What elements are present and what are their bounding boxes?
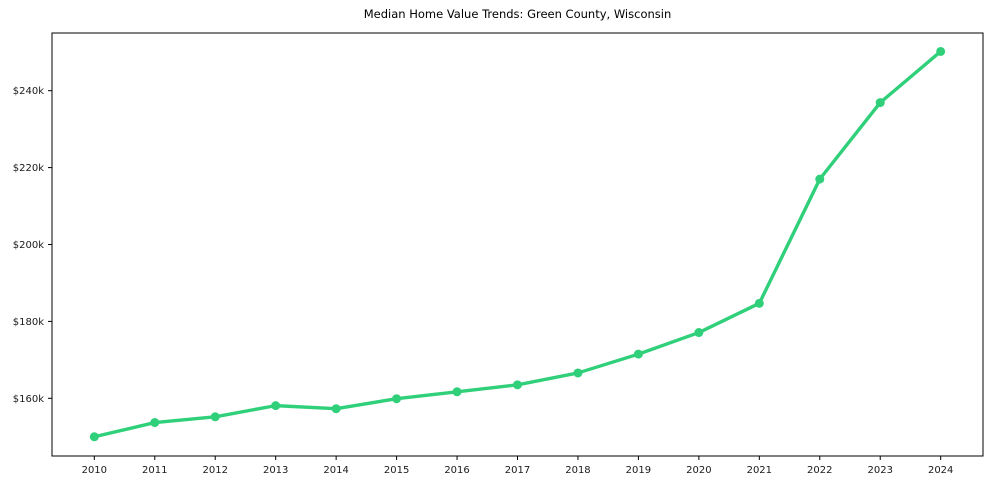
data-point-2014 (331, 404, 341, 414)
data-point-2013 (271, 401, 281, 411)
x-axis-tick-label: 2024 (928, 465, 953, 476)
y-axis-tick-label: $160k (13, 394, 44, 405)
data-point-2022 (815, 174, 825, 184)
y-axis-tick-label: $200k (13, 240, 44, 251)
x-axis-tick-label: 2010 (82, 465, 107, 476)
y-axis-tick-label: $240k (13, 86, 44, 97)
trend-line (92, 49, 943, 439)
y-axis-tick-label: $220k (13, 163, 44, 174)
x-axis-tick-label: 2015 (384, 465, 409, 476)
data-point-2016 (452, 387, 462, 397)
x-axis-tick-label: 2018 (565, 465, 590, 476)
x-axis-tick-label: 2011 (142, 465, 167, 476)
data-point-2012 (210, 412, 220, 422)
data-point-2020 (694, 328, 704, 338)
data-point-2011 (150, 418, 160, 428)
x-axis-tick-label: 2016 (444, 465, 469, 476)
data-point-2010 (89, 432, 99, 442)
data-point-2019 (633, 349, 643, 359)
data-point-2021 (754, 298, 764, 308)
chart-title: Median Home Value Trends: Green County, … (363, 7, 672, 21)
data-point-2018 (573, 368, 583, 378)
x-axis-tick-label: 2012 (203, 465, 228, 476)
x-axis-tick-label: 2021 (747, 465, 772, 476)
x-axis-tick-label: 2013 (263, 465, 288, 476)
plot-frame (51, 32, 984, 457)
x-axis-tick-label: 2019 (626, 465, 651, 476)
x-axis-tick-label: 2022 (807, 465, 832, 476)
data-point-2023 (875, 98, 885, 108)
x-axis-tick-label: 2014 (323, 465, 348, 476)
data-point-2017 (513, 380, 522, 390)
data-point-2024 (936, 46, 946, 56)
x-axis-tick-label: 2017 (505, 465, 530, 476)
y-axis-tick-label: $180k (13, 317, 44, 328)
data-point-2015 (392, 394, 402, 404)
x-axis-tick-label: 2023 (868, 465, 893, 476)
x-axis-tick-label: 2020 (686, 465, 711, 476)
